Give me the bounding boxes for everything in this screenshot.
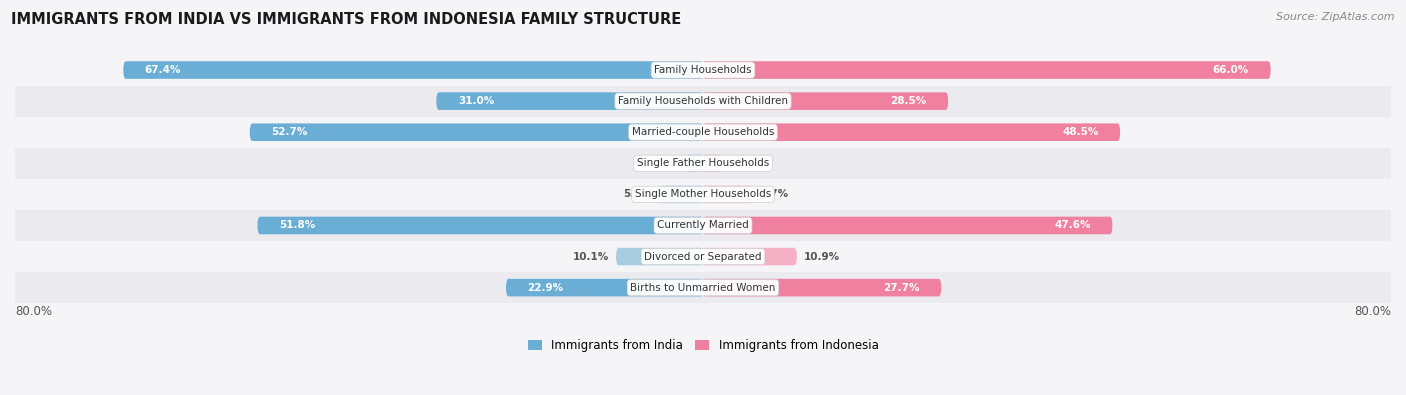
Text: 52.7%: 52.7%	[271, 127, 308, 137]
FancyBboxPatch shape	[703, 217, 1112, 234]
Text: 5.7%: 5.7%	[759, 189, 787, 199]
FancyBboxPatch shape	[703, 186, 752, 203]
Legend: Immigrants from India, Immigrants from Indonesia: Immigrants from India, Immigrants from I…	[527, 339, 879, 352]
Text: Currently Married: Currently Married	[657, 220, 749, 230]
FancyBboxPatch shape	[616, 248, 703, 265]
Text: Divorced or Separated: Divorced or Separated	[644, 252, 762, 261]
Text: Family Households with Children: Family Households with Children	[619, 96, 787, 106]
FancyBboxPatch shape	[703, 279, 941, 296]
FancyBboxPatch shape	[703, 61, 1271, 79]
Text: Married-couple Households: Married-couple Households	[631, 127, 775, 137]
Bar	[15, 55, 1391, 86]
Text: Single Mother Households: Single Mother Households	[636, 189, 770, 199]
FancyBboxPatch shape	[257, 217, 703, 234]
Bar	[15, 241, 1391, 272]
FancyBboxPatch shape	[506, 279, 703, 296]
Text: 27.7%: 27.7%	[883, 283, 920, 293]
Text: Family Households: Family Households	[654, 65, 752, 75]
Text: 66.0%: 66.0%	[1213, 65, 1249, 75]
Bar	[15, 210, 1391, 241]
Text: 10.9%: 10.9%	[804, 252, 839, 261]
Text: 28.5%: 28.5%	[890, 96, 927, 106]
Bar	[15, 179, 1391, 210]
FancyBboxPatch shape	[436, 92, 703, 110]
Text: 67.4%: 67.4%	[145, 65, 181, 75]
Text: 5.1%: 5.1%	[623, 189, 652, 199]
FancyBboxPatch shape	[703, 123, 1121, 141]
Text: IMMIGRANTS FROM INDIA VS IMMIGRANTS FROM INDONESIA FAMILY STRUCTURE: IMMIGRANTS FROM INDIA VS IMMIGRANTS FROM…	[11, 12, 682, 27]
Text: Source: ZipAtlas.com: Source: ZipAtlas.com	[1277, 12, 1395, 22]
Text: 10.1%: 10.1%	[574, 252, 609, 261]
Bar	[15, 117, 1391, 148]
Text: 80.0%: 80.0%	[15, 305, 52, 318]
Text: 47.6%: 47.6%	[1054, 220, 1091, 230]
Text: Births to Unmarried Women: Births to Unmarried Women	[630, 283, 776, 293]
Text: Single Father Households: Single Father Households	[637, 158, 769, 168]
Text: 80.0%: 80.0%	[1354, 305, 1391, 318]
Text: 51.8%: 51.8%	[278, 220, 315, 230]
Bar	[15, 86, 1391, 117]
Bar	[15, 272, 1391, 303]
Bar	[15, 148, 1391, 179]
Text: 31.0%: 31.0%	[458, 96, 494, 106]
FancyBboxPatch shape	[686, 154, 703, 172]
FancyBboxPatch shape	[703, 248, 797, 265]
Text: 1.9%: 1.9%	[651, 158, 679, 168]
Text: 48.5%: 48.5%	[1062, 127, 1098, 137]
Text: 22.9%: 22.9%	[527, 283, 564, 293]
FancyBboxPatch shape	[124, 61, 703, 79]
FancyBboxPatch shape	[250, 123, 703, 141]
FancyBboxPatch shape	[659, 186, 703, 203]
FancyBboxPatch shape	[703, 92, 948, 110]
Text: 2.2%: 2.2%	[728, 158, 758, 168]
FancyBboxPatch shape	[703, 154, 723, 172]
